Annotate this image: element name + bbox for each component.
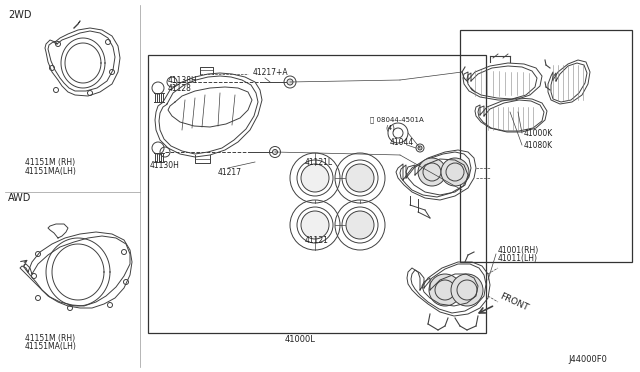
Text: 41000L: 41000L	[285, 336, 316, 344]
Text: 41130H: 41130H	[150, 160, 180, 170]
Circle shape	[287, 79, 293, 85]
Circle shape	[301, 164, 329, 192]
Text: 41151MA(LH): 41151MA(LH)	[25, 167, 77, 176]
Text: 41121: 41121	[305, 235, 329, 244]
Circle shape	[301, 211, 329, 239]
Circle shape	[451, 274, 483, 306]
Bar	[148, 55, 486, 333]
Circle shape	[346, 211, 374, 239]
Circle shape	[418, 158, 446, 186]
Text: 2WD: 2WD	[8, 10, 31, 20]
Text: 41000K: 41000K	[524, 128, 553, 138]
Text: 41121L: 41121L	[305, 157, 333, 167]
Text: J44000F0: J44000F0	[568, 356, 607, 365]
Text: 41151M (RH): 41151M (RH)	[25, 157, 75, 167]
Text: 41001(RH): 41001(RH)	[498, 246, 540, 254]
Text: 41217: 41217	[218, 167, 242, 176]
Text: (4): (4)	[385, 125, 395, 131]
Bar	[460, 30, 632, 262]
Circle shape	[441, 158, 469, 186]
Text: 41044: 41044	[390, 138, 414, 147]
Text: 41128: 41128	[168, 83, 192, 93]
Text: Ⓑ 08044-4501A: Ⓑ 08044-4501A	[370, 117, 424, 123]
Circle shape	[418, 146, 422, 150]
Text: 41151MA(LH): 41151MA(LH)	[25, 343, 77, 352]
Text: 41080K: 41080K	[524, 141, 553, 150]
Text: FRONT: FRONT	[498, 292, 529, 312]
Text: 41151M (RH): 41151M (RH)	[25, 334, 75, 343]
Circle shape	[273, 150, 278, 154]
Text: 41011(LH): 41011(LH)	[498, 253, 538, 263]
Text: 41217+A: 41217+A	[253, 67, 289, 77]
Text: AWD: AWD	[8, 193, 31, 203]
Circle shape	[429, 274, 461, 306]
Text: 41138H: 41138H	[168, 76, 198, 84]
Circle shape	[346, 164, 374, 192]
